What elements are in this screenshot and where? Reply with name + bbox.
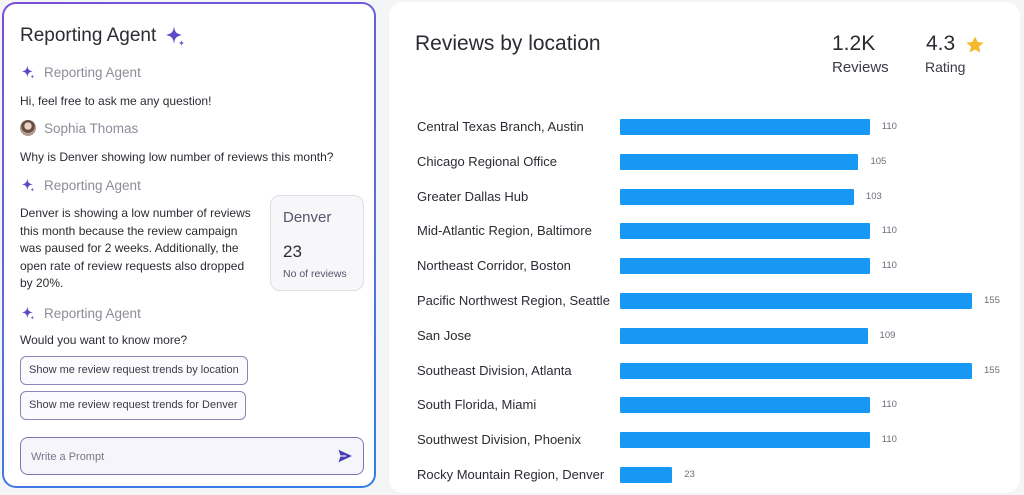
bar-value-label: 110 [881, 434, 897, 446]
location-label: Mid-Atlantic Region, Baltimore [417, 223, 592, 239]
rating-label: Rating [925, 59, 966, 75]
sender-name: Sophia Thomas [44, 120, 139, 136]
bar-value-label: 105 [870, 155, 887, 167]
bar-value-label: 155 [984, 364, 1000, 376]
location-bar [620, 467, 673, 483]
location-bar [620, 188, 854, 205]
sender-name: Reporting Agent [44, 305, 141, 321]
user-sender-row: Sophia Thomas [20, 120, 138, 136]
send-icon[interactable] [337, 448, 353, 464]
location-label: Greater Dallas Hub [417, 188, 529, 204]
suggestion-trends-for-denver-button[interactable]: Show me review request trends for Denver [20, 391, 247, 420]
reviews-by-location-panel: Reviews by location 1.2K Reviews 4.3 Rat… [389, 2, 1020, 493]
location-label: Southwest Division, Phoenix [417, 432, 582, 448]
total-reviews-value: 1.2K [832, 32, 876, 55]
stat-card-city: Denver [283, 209, 332, 226]
location-label: Pacific Northwest Region, Seattle [417, 293, 610, 308]
location-bar [620, 397, 870, 414]
agent-sender-row: Reporting Agent [20, 64, 141, 80]
reporting-agent-panel: Reporting Agent Reporting Agent Hi, feel… [2, 2, 376, 488]
total-reviews-label: Reviews [832, 59, 889, 76]
agent-panel-title: Reporting Agent [20, 25, 157, 46]
bar-value-label: 109 [879, 329, 896, 341]
suggestion-trends-by-location-button[interactable]: Show me review request trends by locatio… [20, 356, 248, 385]
location-bar [620, 223, 870, 240]
sparkle-icon [166, 26, 185, 46]
agent-message: Hi, feel free to ask me any question! [20, 94, 212, 108]
location-label: San Jose [417, 327, 472, 343]
reviews-panel-title: Reviews by location [415, 32, 601, 55]
agent-message: Denver is showing a low number of review… [20, 206, 251, 290]
bar-value-label: 110 [881, 399, 897, 411]
rating-value: 4.3 [926, 32, 956, 55]
bar-value-label: 110 [881, 121, 897, 132]
agent-sender-row: Reporting Agent [20, 177, 141, 193]
sender-name: Reporting Agent [44, 177, 141, 193]
agent-sender-row: Reporting Agent [20, 305, 141, 321]
bar-value-label: 110 [881, 225, 897, 237]
prompt-input[interactable] [29, 446, 323, 468]
stat-card-value: 23 [283, 242, 302, 261]
location-label: Chicago Regional Office [417, 153, 557, 169]
sparkle-icon [22, 65, 34, 79]
location-bar [620, 119, 870, 135]
location-bar [620, 432, 870, 449]
user-message: Why is Denver showing low number of revi… [20, 150, 334, 164]
location-label: Rocky Mountain Region, Denver [417, 467, 605, 482]
avatar [20, 120, 36, 136]
stat-card-label: No of reviews [283, 268, 347, 280]
location-bar [620, 327, 868, 344]
denver-stat-card: Denver 23 No of reviews [270, 195, 364, 291]
bar-value-label: 23 [684, 469, 695, 480]
agent-panel-header: Reporting Agent [20, 24, 186, 48]
location-label: Central Texas Branch, Austin [417, 119, 584, 134]
bar-value-label: 155 [984, 295, 1000, 306]
bar-value-label: 103 [865, 190, 882, 202]
location-label: South Florida, Miami [417, 397, 537, 413]
sparkle-icon [22, 178, 34, 192]
prompt-box [20, 437, 364, 475]
bar-value-label: 110 [881, 260, 897, 272]
star-icon [966, 36, 984, 53]
location-label: Northeast Corridor, Boston [417, 258, 571, 274]
location-bar [620, 362, 972, 379]
location-label: Southeast Division, Atlanta [417, 362, 572, 378]
sender-name: Reporting Agent [44, 64, 141, 80]
location-bar [620, 153, 859, 170]
sparkle-icon [22, 306, 34, 320]
location-bar [620, 258, 870, 275]
agent-message: Would you want to know more? [20, 333, 188, 347]
location-bar [620, 293, 972, 309]
